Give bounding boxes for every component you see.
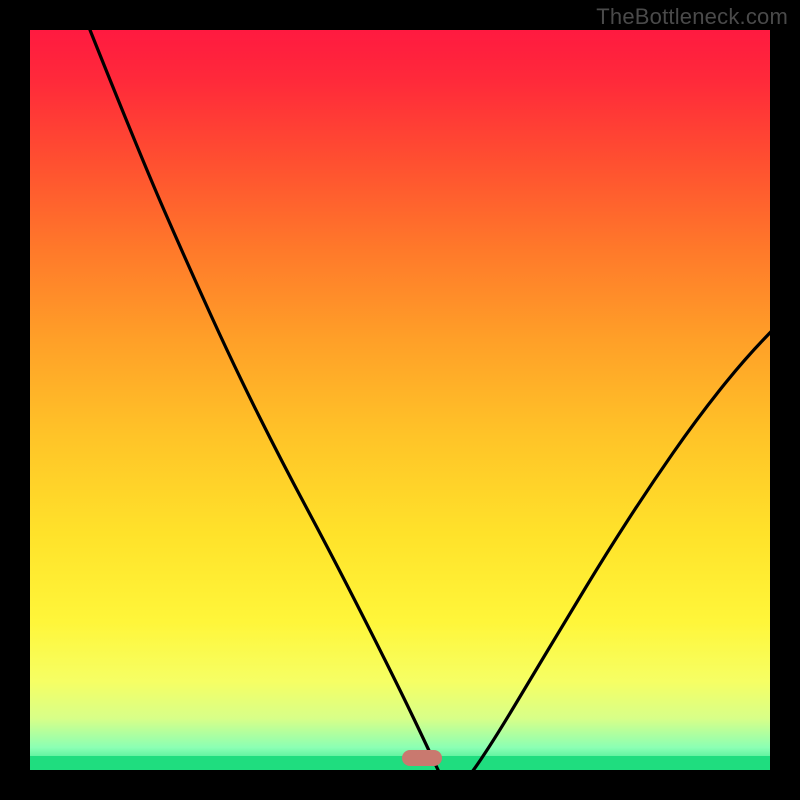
bottleneck-chart: TheBottleneck.com (0, 0, 800, 800)
bottom-bar (30, 756, 770, 770)
optimum-marker (402, 750, 442, 766)
chart-svg (0, 0, 800, 800)
plot-background (30, 30, 770, 770)
watermark-text: TheBottleneck.com (596, 4, 788, 30)
